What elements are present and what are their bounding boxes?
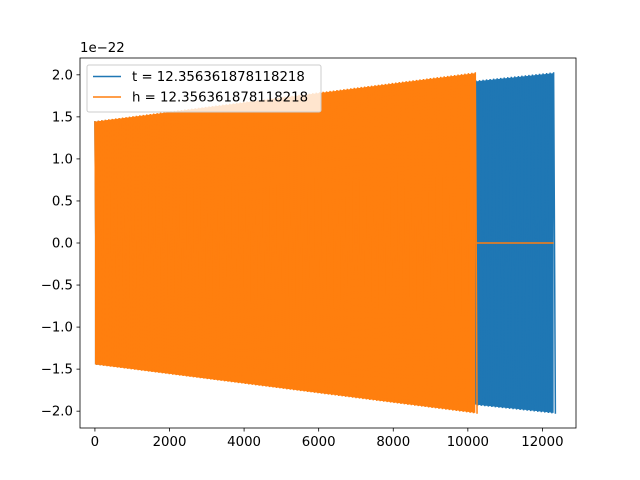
series-layer (94, 72, 557, 414)
legend-label-h: h = 12.356361878118218 (132, 91, 308, 106)
x-tick-label: 2000 (153, 435, 187, 450)
x-tick-label: 6000 (302, 435, 336, 450)
x-tick-label: 10000 (447, 435, 489, 450)
legend-label-t: t = 12.356361878118218 (132, 70, 305, 85)
y-tick-label: 1.5 (52, 110, 73, 125)
y-tick-label: −1.0 (41, 321, 73, 336)
y-tick-label: −2.0 (41, 405, 73, 420)
y-offset-label: 1e−22 (80, 41, 125, 56)
y-tick-label: −1.5 (41, 363, 73, 378)
y-axis-ticks: 2.0 1.5 1.0 0.5 0.0 −0.5 −1.0 −1.5 −2.0 (41, 68, 80, 420)
x-tick-label: 12000 (521, 435, 563, 450)
y-tick-label: 0.5 (52, 194, 73, 209)
series-line (94, 72, 478, 414)
y-tick-label: 2.0 (52, 68, 73, 83)
y-tick-label: 0.0 (52, 237, 73, 252)
x-axis-ticks: 0 2000 4000 6000 8000 10000 12000 (91, 428, 564, 450)
legend-box (86, 64, 322, 113)
x-tick-label: 0 (91, 435, 99, 450)
legend: t = 12.356361878118218 h = 12.3563618781… (86, 64, 322, 113)
x-tick-label: 4000 (227, 435, 261, 450)
y-tick-label: −0.5 (41, 279, 73, 294)
y-tick-label: 1.0 (52, 152, 73, 167)
series-h (94, 72, 554, 414)
x-tick-label: 8000 (376, 435, 410, 450)
